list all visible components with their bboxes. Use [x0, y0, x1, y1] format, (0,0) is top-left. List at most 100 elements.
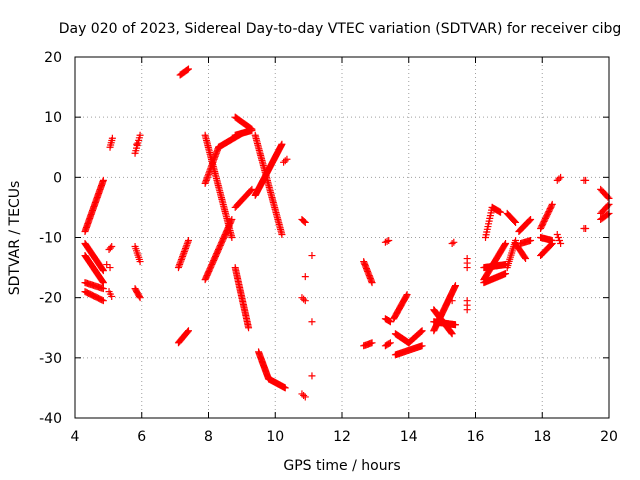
data-point: [418, 342, 426, 350]
data-point: [99, 176, 107, 184]
data-point: [308, 252, 316, 260]
data-point: [108, 243, 116, 251]
data-point: [447, 328, 455, 336]
data-point: [99, 267, 107, 275]
data-point: [108, 134, 116, 142]
y-axis-label: SDTVAR / TECUs: [7, 181, 23, 296]
data-point: [301, 393, 309, 401]
data-point: [582, 224, 590, 232]
data-point: [448, 240, 456, 248]
data-point: [99, 279, 107, 287]
data-point: [555, 237, 563, 245]
data-point: [521, 253, 529, 261]
data-point: [604, 210, 612, 218]
data-point: [103, 261, 111, 269]
y-tick-label: -10: [39, 231, 62, 247]
data-point: [604, 202, 612, 210]
data-point: [525, 217, 533, 225]
data-point: [248, 126, 256, 134]
data-point: [553, 176, 561, 184]
x-tick-label: 18: [533, 429, 551, 445]
data-point: [300, 217, 308, 225]
data-point: [512, 218, 520, 226]
data-point: [418, 327, 426, 335]
plot-frame: [74, 56, 610, 419]
x-tick-label: 6: [137, 429, 146, 445]
data-point: [228, 234, 236, 241]
data-point: [511, 217, 519, 225]
data-point: [301, 218, 309, 226]
data-point: [450, 238, 458, 246]
data-point: [463, 255, 471, 263]
data-point: [278, 230, 286, 238]
data-point: [368, 279, 376, 287]
chart-title: Day 020 of 2023, Sidereal Day-to-day VTE…: [59, 21, 622, 37]
data-point: [554, 234, 562, 241]
data-point: [548, 202, 556, 210]
data-points: [81, 65, 613, 401]
data-point: [184, 327, 192, 335]
data-point: [548, 240, 556, 248]
data-point: [298, 294, 306, 302]
y-tick-label: 10: [44, 110, 62, 126]
data-point: [403, 291, 411, 299]
data-point: [501, 241, 509, 249]
data-point: [502, 270, 510, 278]
x-axis-label: GPS time / hours: [283, 458, 400, 474]
data-point: [184, 66, 192, 74]
y-tick-label: -20: [39, 291, 62, 307]
data-point: [383, 237, 391, 245]
data-point: [136, 258, 144, 266]
data-point: [300, 295, 308, 303]
data-point: [385, 340, 393, 348]
data-point: [245, 324, 253, 332]
data-point: [99, 278, 107, 286]
data-point: [527, 215, 535, 223]
data-point: [417, 328, 425, 336]
data-point: [448, 329, 455, 337]
data-point: [381, 238, 389, 246]
data-point: [386, 318, 394, 326]
data-point: [557, 240, 565, 248]
data-point: [386, 339, 394, 347]
y-tick-label: 0: [53, 170, 62, 186]
data-point: [301, 273, 309, 281]
data-point: [604, 193, 612, 201]
y-tick-label: -30: [39, 351, 62, 367]
data-point: [135, 292, 143, 300]
data-point: [557, 173, 565, 181]
data-point: [99, 266, 107, 274]
data-point: [522, 255, 530, 263]
data-point: [184, 328, 192, 336]
data-point: [184, 237, 192, 245]
data-point: [281, 157, 289, 165]
data-point: [184, 65, 192, 73]
data-point: [300, 391, 308, 399]
data-point: [548, 200, 556, 208]
data-point: [308, 372, 316, 380]
data-point: [526, 216, 534, 224]
data-point: [106, 244, 114, 252]
data-point: [448, 297, 456, 305]
x-tick-label: 14: [400, 429, 418, 445]
data-point: [451, 321, 459, 329]
data-point: [99, 285, 107, 293]
grid-lines: [75, 57, 609, 418]
data-point: [308, 318, 316, 326]
data-point: [280, 158, 288, 166]
data-point: [133, 140, 141, 148]
data-point: [417, 327, 425, 335]
data-point: [136, 131, 144, 139]
data-point: [228, 215, 236, 223]
data-point: [547, 240, 555, 248]
x-tick-label: 10: [266, 429, 284, 445]
x-tick-label: 20: [600, 429, 618, 445]
data-point: [463, 306, 471, 314]
data-point: [136, 294, 144, 302]
data-point: [106, 264, 114, 272]
axis-ticks: 4 6 8 10 12 14 16 18 20 -40 -30 -20 -10 0 10 20: [39, 50, 618, 445]
data-point: [448, 330, 456, 338]
data-point: [582, 176, 590, 184]
data-point: [278, 140, 286, 148]
data-point: [368, 339, 376, 347]
